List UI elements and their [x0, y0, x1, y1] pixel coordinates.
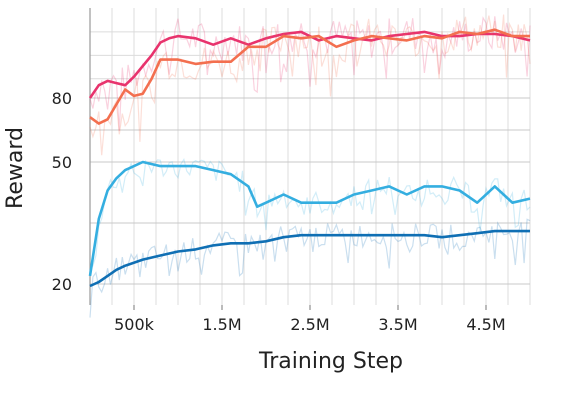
y-ticks: 20 50 80 — [52, 89, 72, 294]
x-tick-label: 2.5M — [290, 315, 329, 334]
series-group — [88, 14, 531, 318]
series-raw-line — [89, 16, 531, 131]
x-tick-label: 1.5M — [202, 315, 241, 334]
series-line — [89, 229, 530, 288]
x-ticks: 500k 1.5M 2.5M 3.5M 4.5M — [114, 305, 506, 334]
x-tick-label: 500k — [114, 315, 155, 334]
y-tick-label: 20 — [52, 275, 72, 294]
y-axis-label: Reward — [3, 127, 28, 209]
series-line — [88, 160, 531, 277]
x-axis-label: Training Step — [258, 349, 403, 374]
series-line — [89, 28, 530, 125]
series-raw-line — [89, 14, 531, 156]
y-tick-label: 50 — [52, 153, 72, 172]
x-tick-label: 3.5M — [378, 315, 417, 334]
x-tick-label: 4.5M — [466, 315, 505, 334]
series-raw-line — [89, 158, 531, 271]
series-line — [88, 30, 531, 99]
y-tick-label: 80 — [52, 89, 72, 108]
